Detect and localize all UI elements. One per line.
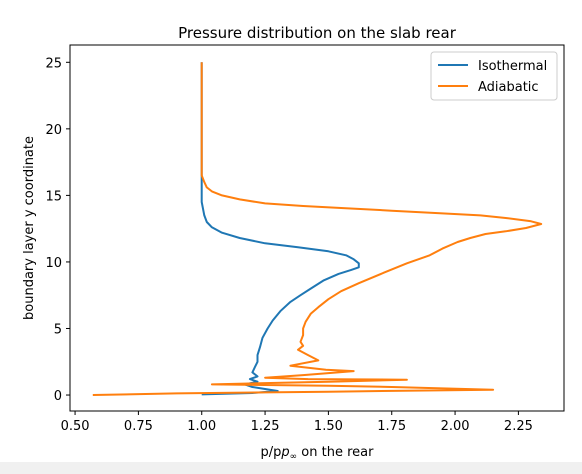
x-axis-label-suffix: on the rear [297, 445, 374, 460]
y-tick-label: 5 [54, 322, 62, 337]
x-axis-label-p: p [280, 445, 289, 460]
y-axis-label: boundary layer y coordinate [22, 136, 37, 320]
x-tick-label: 1.50 [314, 419, 343, 434]
right-margin [566, 0, 582, 462]
series-line-adiabatic [92, 62, 543, 396]
series-line-isothermal [200, 62, 360, 396]
y-tick-label: 20 [45, 123, 62, 138]
y-tick-label: 15 [45, 189, 62, 204]
x-axis-ticks: 0.50 0.75 1.00 1.25 1.50 1.75 2.00 2.25 [61, 411, 533, 434]
chart-title: Pressure distribution on the slab rear [178, 24, 457, 42]
axes-frame [69, 44, 565, 412]
y-tick-label: 0 [54, 389, 62, 404]
bottom-margin [0, 462, 582, 474]
y-tick-label: 10 [45, 256, 62, 271]
x-tick-label: 1.75 [377, 419, 406, 434]
y-axis-ticks: 0 5 10 15 20 25 [45, 56, 70, 404]
x-tick-label: 0.75 [124, 419, 153, 434]
x-axis-label-prefix: p/p [261, 445, 282, 460]
legend-label-adiabatic: Adiabatic [478, 80, 539, 95]
series-layer [92, 62, 543, 396]
y-tick-label: 25 [45, 56, 62, 71]
legend-label-isothermal: Isothermal [478, 59, 547, 74]
legend: Isothermal Adiabatic [430, 51, 558, 101]
x-tick-label: 2.00 [441, 419, 470, 434]
x-tick-label: 0.50 [61, 419, 90, 434]
x-axis-label-subscript: ∞ [290, 452, 298, 462]
x-tick-label: 2.25 [504, 419, 533, 434]
x-axis-label: p/pp∞ on the rear [261, 445, 375, 462]
x-tick-label: 1.25 [251, 419, 280, 434]
x-tick-label: 1.00 [187, 419, 216, 434]
